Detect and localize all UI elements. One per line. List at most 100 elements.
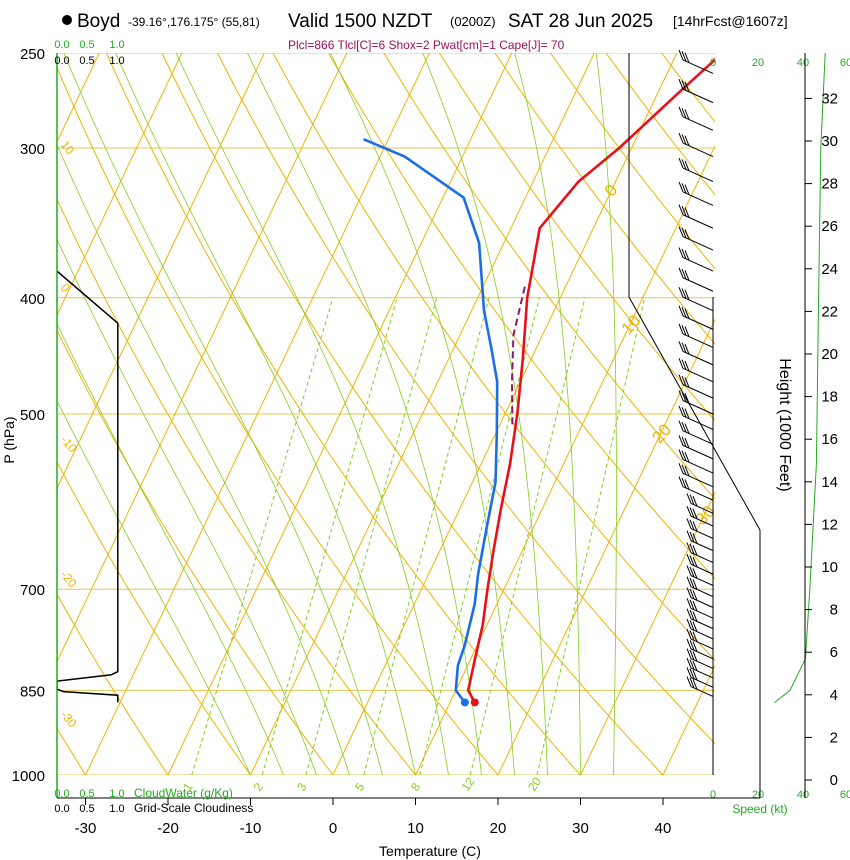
wind-barb-staff <box>690 528 714 539</box>
wind-barb-feather <box>681 391 687 403</box>
wind-barb-feather <box>692 556 698 568</box>
wind-barb-staff <box>690 676 714 688</box>
wind-barb-feather <box>678 132 684 144</box>
wind-barb-staff <box>690 658 714 669</box>
dry-adiabat-line <box>105 53 581 775</box>
dry-adiabat-line <box>328 53 715 580</box>
wind-speed-label: Speed (kt) <box>732 802 787 816</box>
wind-barb <box>686 667 714 688</box>
wind-barb-feather <box>681 268 687 280</box>
speed-bottom-tick: 0 <box>710 789 716 801</box>
wind-barb-staff <box>690 515 714 527</box>
wind-barb-staff <box>682 236 714 251</box>
wind-barb-feather <box>681 407 687 418</box>
cloudiness-top-tick: 0.0 <box>54 55 69 67</box>
axes: -30 -20 -10 0 10 20 30 402503004005007008501000… <box>12 39 838 837</box>
wind-barb-feather <box>684 270 690 281</box>
sounding-series <box>362 57 715 707</box>
wind-barb-staff <box>682 257 714 272</box>
dry-adiabat-line <box>57 593 169 775</box>
isotherm-line <box>57 53 265 490</box>
wind-barb-feather <box>689 640 695 651</box>
wind-barb-staff <box>690 607 714 619</box>
temperature-surface-dot <box>470 698 479 707</box>
isotherm-line <box>57 53 183 317</box>
wind-barb <box>686 598 714 619</box>
wind-barb-feather <box>692 568 698 579</box>
wind-barb-staff <box>690 638 714 650</box>
height-tick-label: 8 <box>830 602 838 619</box>
x-tick-label: 10 <box>407 820 424 837</box>
mixing-ratio-line <box>469 297 586 775</box>
wind-barb-feather <box>678 405 684 417</box>
wind-barb-feather <box>684 109 690 120</box>
moist-adiabat-line <box>63 53 383 775</box>
wind-barb-feather <box>684 184 690 195</box>
wind-barb <box>678 226 714 251</box>
parcel-series-line <box>511 284 527 425</box>
wind-barb-feather <box>686 587 692 598</box>
wind-barb-feather <box>681 288 687 299</box>
wind-barb-feather <box>678 267 684 278</box>
speed-top-tick: 40 <box>797 57 809 69</box>
wind-barb-feather <box>692 651 698 662</box>
wind-barb-staff <box>682 277 714 292</box>
y-axis-title: P (hPa) <box>1 416 17 463</box>
wind-barb-feather <box>678 49 684 61</box>
wind-barb <box>678 341 714 366</box>
isotherm-lines <box>0 53 715 775</box>
wind-barb-staff <box>690 628 714 640</box>
moist-adiabat-line <box>115 53 416 775</box>
wind-barb-feather <box>681 80 687 91</box>
isotherm-line <box>0 53 17 775</box>
pressure-label-700: 700 <box>20 582 45 599</box>
wind-barb-feather <box>689 630 695 641</box>
wind-barb-feather <box>686 576 692 587</box>
wind-barb-feather <box>684 52 690 63</box>
wind-barb-staff <box>690 618 714 630</box>
dry-adiabat-lines <box>57 53 715 775</box>
dry-adiabat-line <box>57 197 416 775</box>
wind-barb <box>678 358 714 383</box>
mixing-ratio-line <box>419 297 540 775</box>
wind-barb-feather <box>678 435 684 446</box>
wind-barb <box>686 587 714 608</box>
mixing-ratio-label: 20 <box>525 774 544 793</box>
height-tick-label: 24 <box>821 261 838 278</box>
wind-barb <box>686 608 714 630</box>
height-tick-label: 22 <box>821 303 838 320</box>
isotherm-label: 0 <box>601 181 621 201</box>
wind-barb-feather <box>678 323 684 335</box>
wind-barb-feather <box>681 450 687 462</box>
wind-barb-feather <box>686 518 692 529</box>
mixing-ratio-line <box>536 297 646 775</box>
wind-barb-feather <box>681 342 687 353</box>
wind-barb-staff <box>690 540 714 552</box>
dry-adiabat-line <box>216 53 715 745</box>
height-tick-label: 30 <box>821 133 838 150</box>
wind-barb-feather <box>678 247 684 258</box>
x-tick-label: 0 <box>329 820 337 837</box>
wind-barb-feather <box>681 325 687 336</box>
wind-barb <box>678 157 714 183</box>
height-tick-label: 32 <box>821 90 838 107</box>
wind-barb-feather <box>692 545 698 556</box>
wind-barb-feather <box>686 598 692 609</box>
wind-barb-feather <box>678 463 684 474</box>
wind-barb <box>686 648 714 669</box>
dry-adiabat-line <box>57 66 499 775</box>
moist-adiabat-line <box>57 399 251 775</box>
wind-barb-feather <box>678 157 684 169</box>
wind-barb-feather <box>692 660 698 671</box>
mixing-ratio-label: 12 <box>458 774 477 793</box>
dry-adiabat-line <box>272 53 715 662</box>
wind-barb-feather <box>681 134 687 145</box>
wind-barb <box>686 518 714 539</box>
wind-barb-feather <box>678 106 684 117</box>
dry-adiabat-label: 10 <box>58 138 78 157</box>
wind-barb-feather <box>678 305 684 317</box>
wind-barb <box>678 476 714 501</box>
wind-barb-feather <box>686 565 692 576</box>
wind-barb-feather <box>692 495 698 507</box>
